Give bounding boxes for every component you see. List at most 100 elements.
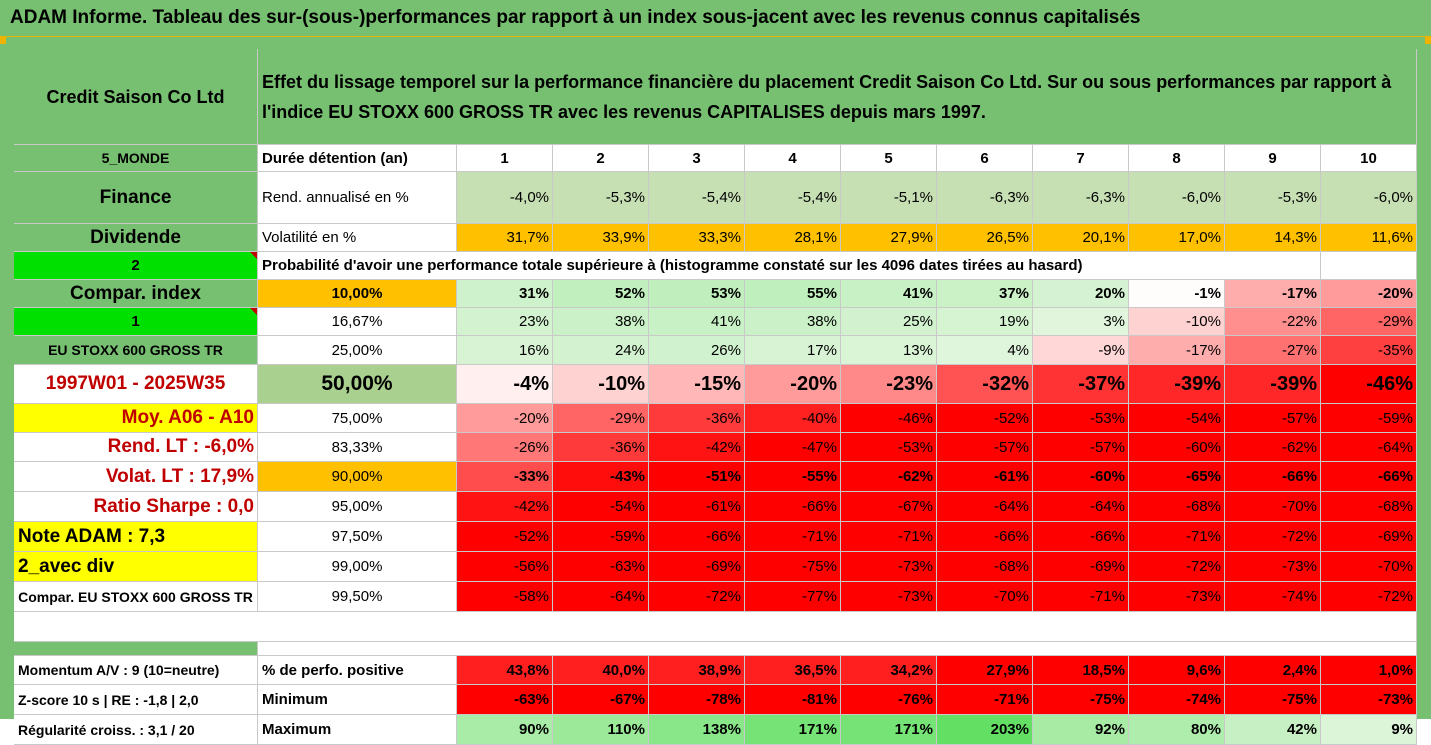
year-header: 8: [1129, 145, 1225, 172]
year-header: 4: [745, 145, 841, 172]
frame-corner-marker: [1425, 36, 1431, 44]
stat-label: Maximum: [258, 715, 457, 745]
quantile-value: -72%: [1321, 582, 1417, 612]
year-header: 10: [1321, 145, 1417, 172]
quantile-value: -71%: [745, 522, 841, 552]
quantile-value: -46%: [1321, 365, 1417, 404]
stat-label: Minimum: [258, 685, 457, 715]
spacer-row: [14, 612, 1417, 642]
stat-value: -78%: [649, 685, 745, 715]
volatility-value: 28,1%: [745, 224, 841, 252]
quantile-value: 23%: [457, 308, 553, 336]
quantile-value: -22%: [1225, 308, 1321, 336]
quantile-label: 97,50%: [258, 522, 457, 552]
stat-value: 203%: [937, 715, 1033, 745]
quantile-value: -4%: [457, 365, 553, 404]
quantile-value: 19%: [937, 308, 1033, 336]
quantile-value: -17%: [1129, 336, 1225, 365]
scenario-two: 2: [14, 252, 258, 280]
quantile-value: -64%: [937, 492, 1033, 522]
quantile-value: -72%: [1129, 552, 1225, 582]
quantile-value: -66%: [649, 522, 745, 552]
quantile-value: -10%: [1129, 308, 1225, 336]
quantile-value: -37%: [1033, 365, 1129, 404]
report-table-frame: Credit Saison Co Ltd Effet du lissage tem…: [0, 36, 1431, 745]
quantile-value: -59%: [1321, 404, 1417, 433]
quantile-label: 10,00%: [258, 280, 457, 308]
stat-value: 18,5%: [1033, 656, 1129, 685]
quantile-value: -40%: [745, 404, 841, 433]
dividend-label: Dividende: [14, 224, 258, 252]
quantile-value: 53%: [649, 280, 745, 308]
quantile-value: -60%: [1033, 462, 1129, 492]
volatility-value: 27,9%: [841, 224, 937, 252]
quantile-value: -60%: [1129, 433, 1225, 462]
quantile-value: -64%: [553, 582, 649, 612]
stat-value: 43,8%: [457, 656, 553, 685]
stat-value: 171%: [745, 715, 841, 745]
quantile-value: -20%: [457, 404, 553, 433]
side-label: Volat. LT : 17,9%: [14, 462, 258, 492]
quantile-value: -20%: [1321, 280, 1417, 308]
quantile-value: -62%: [841, 462, 937, 492]
quantile-label: 95,00%: [258, 492, 457, 522]
volatility-value: 11,6%: [1321, 224, 1417, 252]
side-label: Compar. EU STOXX 600 GROSS TR: [14, 582, 258, 612]
quantile-value: -26%: [457, 433, 553, 462]
rend-value: -6,0%: [1129, 172, 1225, 224]
stat-value: 110%: [553, 715, 649, 745]
quantile-value: -33%: [457, 462, 553, 492]
quantile-value: 13%: [841, 336, 937, 365]
rend-label: Rend. annualisé en %: [258, 172, 457, 224]
quantile-value: -73%: [841, 582, 937, 612]
spacer-row: [258, 642, 1417, 656]
quantile-value: 41%: [841, 280, 937, 308]
empty-cell: [1321, 252, 1417, 280]
quantile-label: 25,00%: [258, 336, 457, 365]
stat-value: -73%: [1321, 685, 1417, 715]
quantile-value: -43%: [553, 462, 649, 492]
quantile-value: 37%: [937, 280, 1033, 308]
year-header: 5: [841, 145, 937, 172]
quantile-value: -58%: [457, 582, 553, 612]
quantile-value: -73%: [841, 552, 937, 582]
quantile-value: -73%: [1225, 552, 1321, 582]
side-label: 2_avec div: [14, 552, 258, 582]
quantile-value: -69%: [1033, 552, 1129, 582]
quantile-value: -64%: [1321, 433, 1417, 462]
quantile-value: 52%: [553, 280, 649, 308]
quantile-value: -32%: [937, 365, 1033, 404]
quantile-value: -70%: [937, 582, 1033, 612]
rend-value: -5,1%: [841, 172, 937, 224]
rend-value: -6,0%: [1321, 172, 1417, 224]
quantile-value: -66%: [1321, 462, 1417, 492]
side-label: 1: [14, 308, 258, 336]
year-header: 7: [1033, 145, 1129, 172]
stat-value: -74%: [1129, 685, 1225, 715]
quantile-value: -69%: [1321, 522, 1417, 552]
quantile-value: 20%: [1033, 280, 1129, 308]
quantile-value: -57%: [937, 433, 1033, 462]
spacer-green: [14, 642, 258, 656]
stat-side-label: Momentum A/V : 9 (10=neutre): [14, 656, 258, 685]
quantile-value: -23%: [841, 365, 937, 404]
quantile-value: -66%: [937, 522, 1033, 552]
quantile-value: -20%: [745, 365, 841, 404]
quantile-value: -74%: [1225, 582, 1321, 612]
quantile-value: -54%: [1129, 404, 1225, 433]
quantile-value: -36%: [553, 433, 649, 462]
quantile-value: -62%: [1225, 433, 1321, 462]
quantile-label: 90,00%: [258, 462, 457, 492]
rend-value: -6,3%: [1033, 172, 1129, 224]
quantile-value: -68%: [1321, 492, 1417, 522]
sector-label: Finance: [14, 172, 258, 224]
rend-value: -5,3%: [553, 172, 649, 224]
quantile-value: 26%: [649, 336, 745, 365]
volatility-value: 20,1%: [1033, 224, 1129, 252]
quantile-value: -63%: [553, 552, 649, 582]
stat-value: 171%: [841, 715, 937, 745]
quantile-value: -72%: [649, 582, 745, 612]
volatility-label: Volatilité en %: [258, 224, 457, 252]
year-header: 1: [457, 145, 553, 172]
probability-caption: Probabilité d'avoir une performance tota…: [258, 252, 1321, 280]
